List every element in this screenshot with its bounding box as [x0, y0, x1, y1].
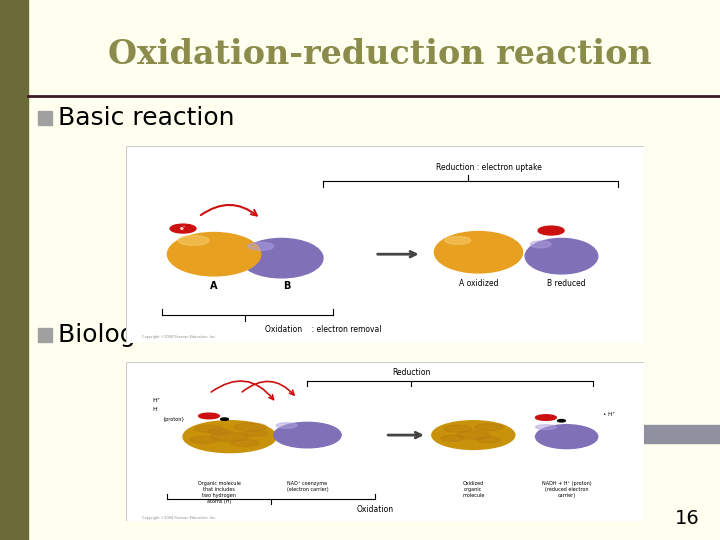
Ellipse shape — [441, 435, 464, 441]
Ellipse shape — [274, 422, 341, 448]
Ellipse shape — [190, 436, 217, 443]
Ellipse shape — [475, 423, 503, 431]
Ellipse shape — [234, 423, 266, 431]
Text: Reduction: Reduction — [392, 368, 431, 377]
Ellipse shape — [240, 239, 323, 278]
Ellipse shape — [170, 224, 196, 233]
Ellipse shape — [557, 420, 565, 422]
Text: • H⁺: • H⁺ — [603, 412, 615, 417]
FancyArrowPatch shape — [201, 205, 257, 215]
Bar — [38, 111, 52, 125]
Text: Oxidation: Oxidation — [356, 505, 393, 515]
Ellipse shape — [211, 432, 248, 442]
Ellipse shape — [276, 423, 297, 428]
Ellipse shape — [207, 429, 231, 435]
Ellipse shape — [178, 235, 209, 245]
Text: Copyright ©2004 Pearson Education, Inc.: Copyright ©2004 Pearson Education, Inc. — [142, 516, 216, 519]
Ellipse shape — [199, 413, 220, 418]
Text: Basic reaction: Basic reaction — [58, 106, 235, 130]
Bar — [38, 328, 52, 342]
Ellipse shape — [244, 430, 267, 436]
Ellipse shape — [457, 431, 490, 439]
Text: B: B — [283, 281, 290, 291]
Ellipse shape — [168, 233, 261, 276]
Text: e⁻: e⁻ — [180, 226, 186, 231]
Ellipse shape — [434, 232, 523, 273]
FancyArrowPatch shape — [242, 381, 294, 395]
Ellipse shape — [538, 226, 564, 235]
Text: NADH + H⁺ (proton)
(reduced electron
carrier): NADH + H⁺ (proton) (reduced electron car… — [542, 481, 591, 498]
Ellipse shape — [536, 425, 598, 449]
Ellipse shape — [477, 437, 500, 443]
Text: Biological reaction: Biological reaction — [58, 323, 289, 347]
Text: H: H — [152, 407, 157, 412]
Ellipse shape — [445, 237, 471, 244]
Text: Oxidized
organic
molecule: Oxidized organic molecule — [462, 481, 485, 498]
Text: B reduced: B reduced — [547, 279, 586, 288]
Ellipse shape — [195, 425, 223, 433]
Ellipse shape — [183, 421, 276, 453]
Ellipse shape — [444, 425, 472, 433]
Ellipse shape — [231, 440, 259, 447]
Text: {proton}: {proton} — [162, 417, 185, 422]
Bar — [0, 0, 28, 540]
Ellipse shape — [525, 239, 598, 274]
Text: Reduction : electron uptake: Reduction : electron uptake — [436, 163, 542, 172]
Text: Oxidation    : electron removal: Oxidation : electron removal — [265, 325, 382, 334]
Ellipse shape — [248, 242, 274, 250]
Text: Organic molecule
that includes
two hydrogen
atoms (H): Organic molecule that includes two hydro… — [198, 481, 240, 504]
Ellipse shape — [220, 418, 228, 420]
Text: Oxidation-reduction reaction: Oxidation-reduction reaction — [108, 38, 652, 71]
FancyArrowPatch shape — [211, 381, 274, 400]
Text: NAD⁺ coenzyme
(electron carrier): NAD⁺ coenzyme (electron carrier) — [287, 481, 328, 492]
Text: A: A — [210, 281, 218, 291]
Ellipse shape — [432, 421, 515, 449]
Ellipse shape — [531, 241, 551, 248]
Text: Copyright ©2004 Pearson Education, Inc.: Copyright ©2004 Pearson Education, Inc. — [142, 335, 216, 339]
Ellipse shape — [536, 425, 557, 429]
Text: 16: 16 — [675, 509, 700, 528]
Ellipse shape — [536, 415, 557, 420]
Bar — [590, 425, 720, 443]
Text: H⁺: H⁺ — [152, 397, 160, 403]
Text: A oxidized: A oxidized — [459, 279, 498, 288]
